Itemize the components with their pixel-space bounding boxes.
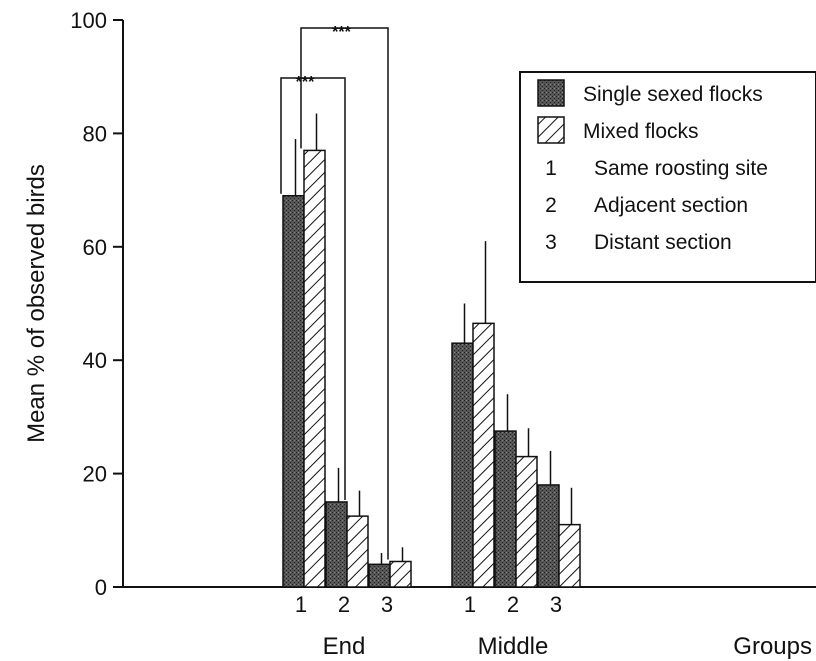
y-tick-label: 20 <box>83 462 107 487</box>
legend-label: Same roosting site <box>594 157 768 180</box>
bar <box>325 501 348 588</box>
significance-label: *** <box>332 24 351 41</box>
bar <box>303 149 326 588</box>
legend-swatch <box>537 116 565 144</box>
x-category-label: 3 <box>381 592 393 617</box>
legend-label: Distant section <box>594 231 732 254</box>
x-group-label: Middle <box>478 633 549 660</box>
bar <box>558 523 581 588</box>
bar <box>515 455 538 588</box>
y-tick-label: 80 <box>83 121 107 146</box>
x-category-label: 1 <box>295 592 307 617</box>
significance-bracket <box>300 27 389 560</box>
bar <box>346 515 369 588</box>
y-tick-label: 0 <box>95 575 107 600</box>
legend-swatch <box>537 79 565 107</box>
x-category-label: 3 <box>550 592 562 617</box>
legend-key-number: 1 <box>545 157 557 180</box>
y-tick-label: 100 <box>70 8 107 33</box>
legend-box <box>519 71 816 283</box>
x-category-label: 2 <box>338 592 350 617</box>
y-axis-title: Mean % of observed birds <box>23 164 50 443</box>
x-axis-title: Groups <box>733 633 812 660</box>
significance-label: *** <box>296 74 315 91</box>
x-category-label: 2 <box>507 592 519 617</box>
bar <box>282 195 305 588</box>
y-tick-label: 60 <box>83 235 107 260</box>
bar <box>451 342 474 588</box>
bar <box>368 563 391 588</box>
bar <box>537 484 560 588</box>
axes: 0 20 40 60 80 100 Mean % of observed birds Grou… <box>23 8 816 660</box>
legend: Single sexed flocks Mixed flocks 1 Same roo… <box>519 71 816 283</box>
legend-label: Single sexed flocks <box>583 83 763 106</box>
bar <box>472 322 495 588</box>
x-category-label: 1 <box>464 592 476 617</box>
bar <box>494 430 517 588</box>
legend-label: Adjacent section <box>594 194 748 217</box>
bar <box>389 560 412 588</box>
significance-brackets: *** *** <box>280 24 389 560</box>
legend-label: Mixed flocks <box>583 120 699 143</box>
significance-bracket <box>280 77 346 500</box>
y-tick-label: 40 <box>83 348 107 373</box>
legend-key-number: 2 <box>545 194 557 217</box>
x-group-label: End <box>323 633 366 660</box>
legend-key-number: 3 <box>545 231 557 254</box>
